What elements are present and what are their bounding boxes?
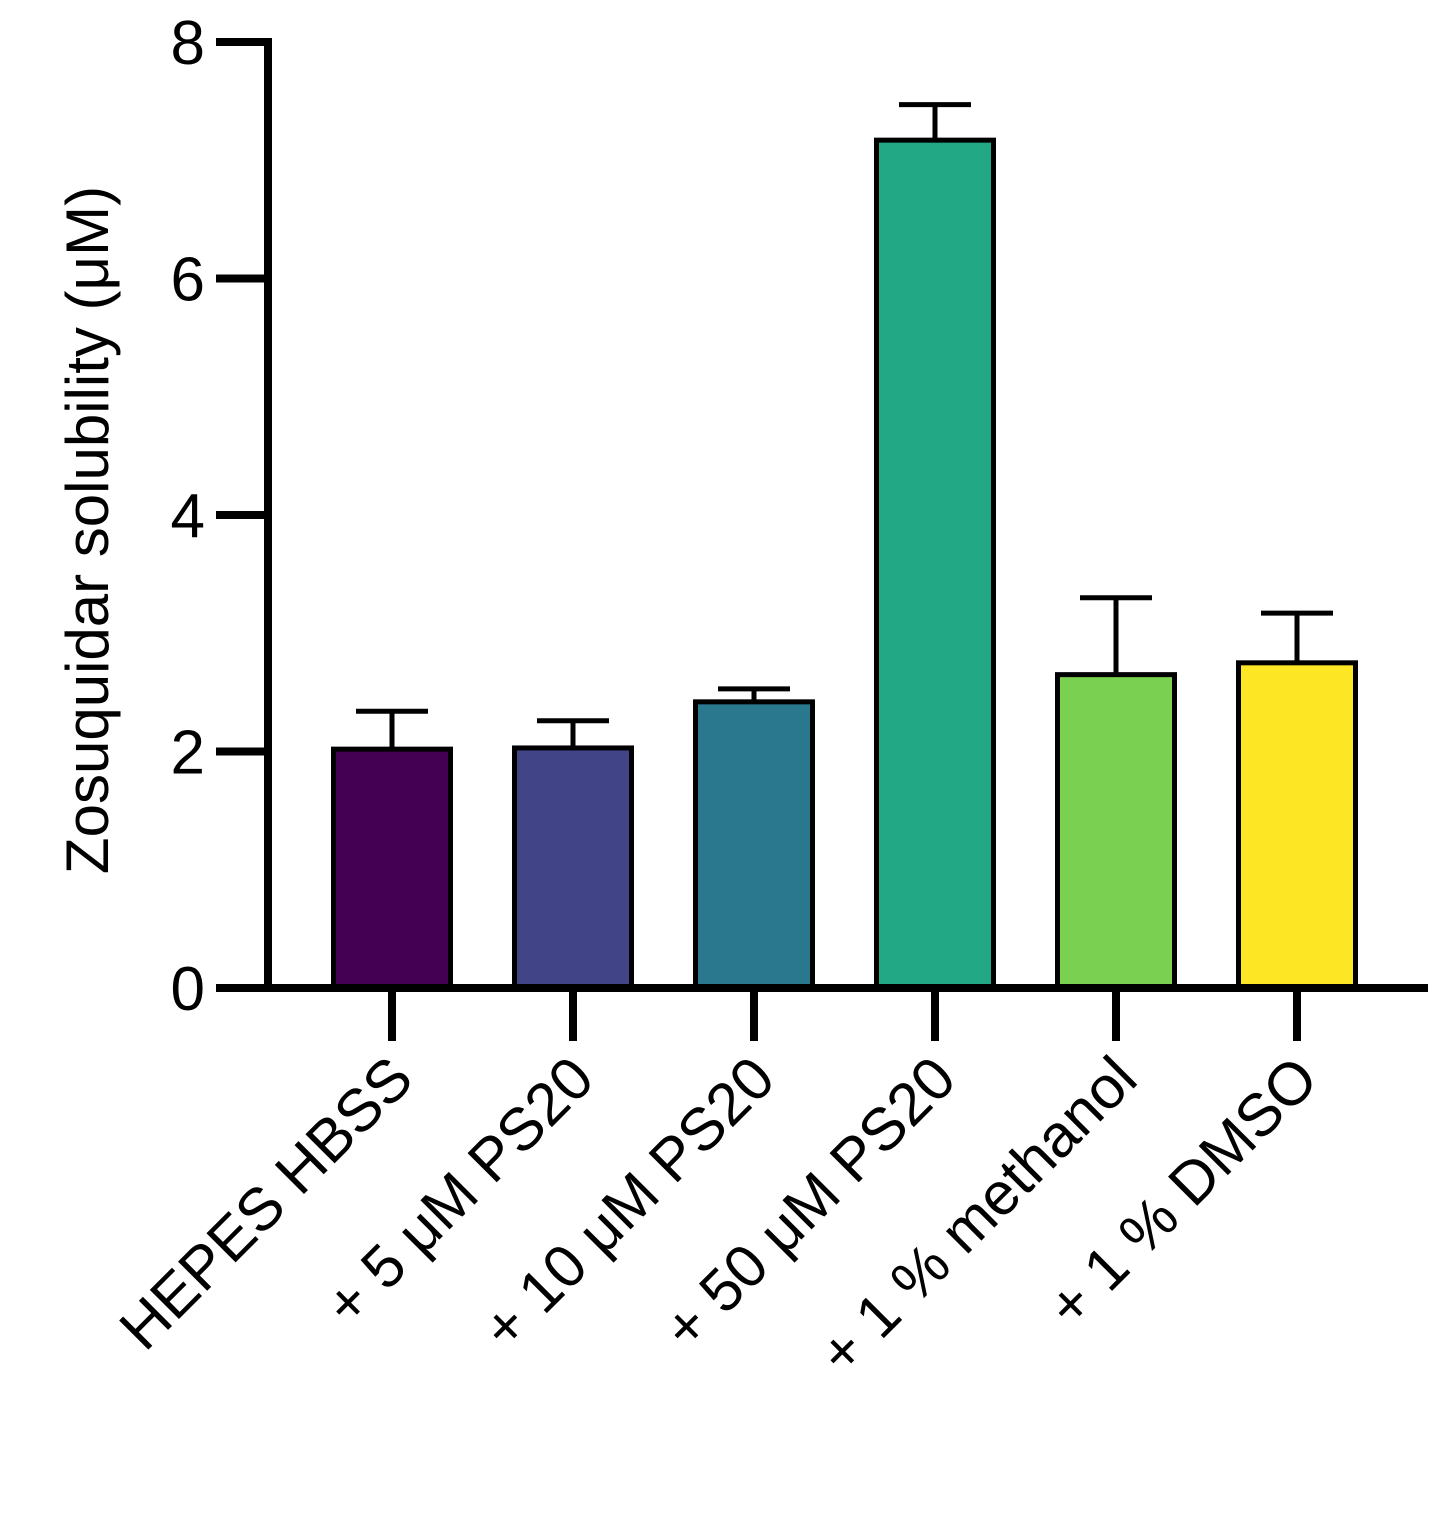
- y-tick-label: 4: [171, 482, 205, 551]
- error-bars-layer: [356, 102, 1333, 750]
- y-axis-title: Zosuquidar solubility (μM): [54, 186, 121, 874]
- x-ticks-layer: HEPES HBSS+ 5 μM PS20+ 10 μM PS20+ 50 μM…: [107, 988, 1330, 1387]
- y-tick-label: 8: [171, 9, 205, 78]
- y-tick-label: 2: [171, 719, 205, 788]
- bar: [331, 746, 453, 991]
- y-ticks-layer: 0 2 4 6 8: [171, 9, 268, 1024]
- bar: [1055, 672, 1177, 991]
- y-tick-label: 0: [171, 955, 205, 1024]
- bar: [693, 699, 815, 991]
- x-tick-label: + 1 % methanol: [806, 1044, 1149, 1387]
- bar: [874, 137, 996, 991]
- y-tick-label: 6: [171, 246, 205, 315]
- bar: [512, 745, 634, 991]
- bar: [1236, 660, 1358, 991]
- bars-layer: [331, 137, 1358, 991]
